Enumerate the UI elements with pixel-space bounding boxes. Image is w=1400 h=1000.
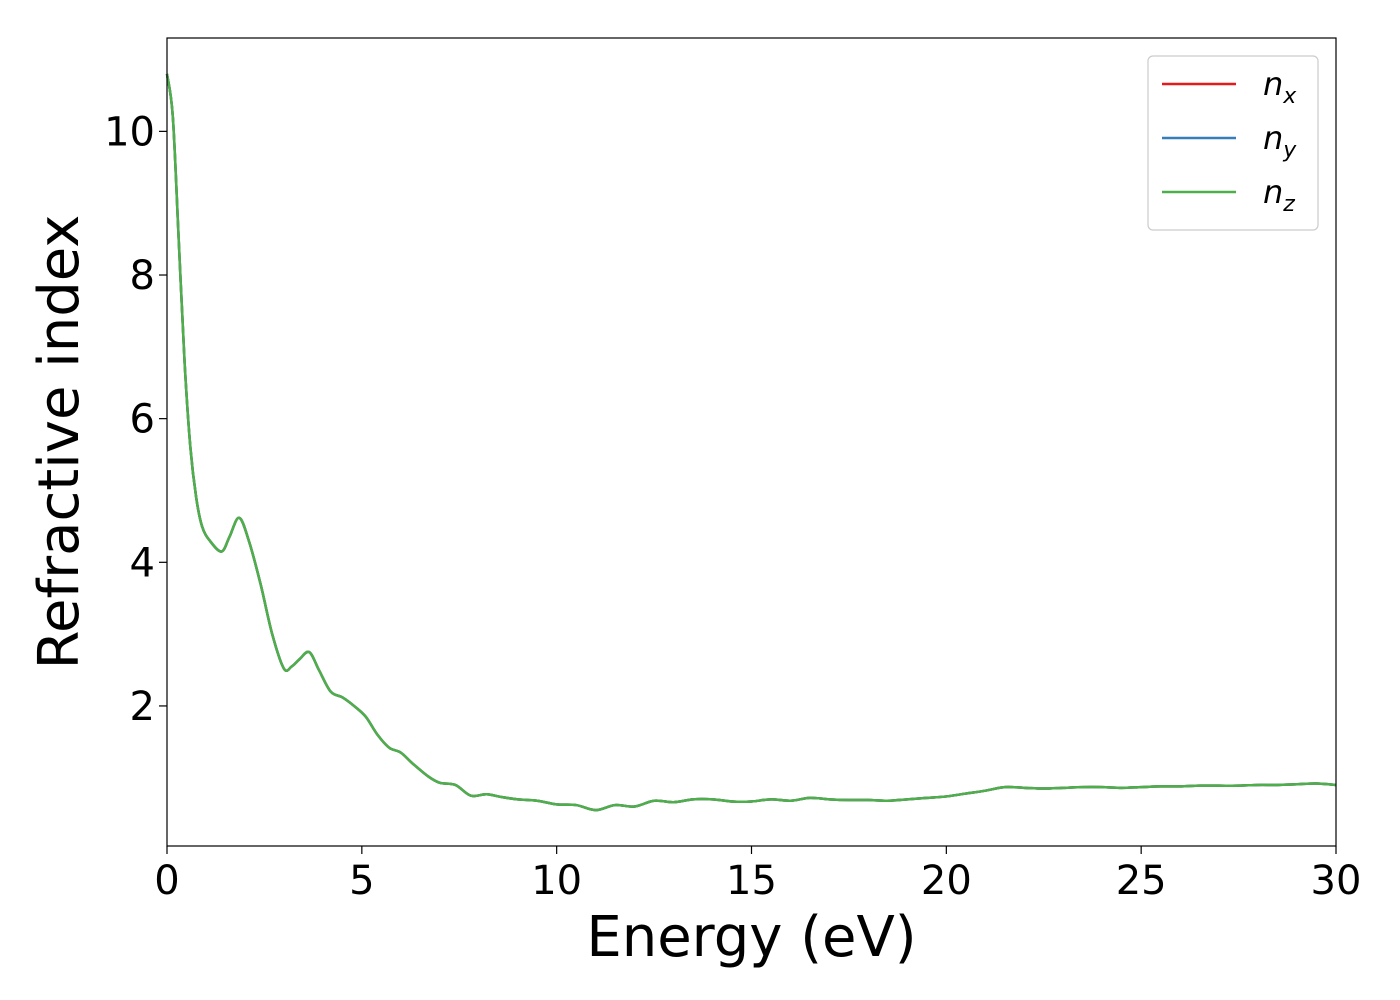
- series-line-z: [165, 73, 1337, 812]
- y-tick-label: 10: [104, 109, 155, 155]
- x-tick-label: 30: [1311, 858, 1362, 904]
- legend: nx ny nz: [1147, 55, 1319, 231]
- y-axis-title: Refractive index: [27, 215, 92, 670]
- x-axis-title: Energy (eV): [586, 905, 916, 970]
- legend-label-x: nx: [1263, 65, 1297, 109]
- legend-label-z: nz: [1263, 173, 1295, 217]
- y-tick-label: 4: [130, 540, 155, 586]
- x-tick-label: 20: [921, 858, 972, 904]
- series-layer: [165, 73, 1337, 812]
- y-tick-label: 6: [130, 397, 155, 443]
- x-tick-label: 15: [726, 858, 777, 904]
- legend-label-y: ny: [1263, 119, 1297, 163]
- y-axis: 2 4 6 8 10: [104, 109, 167, 730]
- legend-box: [1147, 55, 1319, 231]
- x-tick-label: 0: [154, 858, 179, 904]
- y-tick-label: 2: [130, 684, 155, 730]
- x-axis: 0 5 10 15 20 25 30: [154, 846, 1361, 904]
- x-tick-label: 10: [531, 858, 582, 904]
- x-tick-label: 5: [349, 858, 374, 904]
- x-tick-label: 25: [1116, 858, 1167, 904]
- y-tick-label: 8: [130, 253, 155, 299]
